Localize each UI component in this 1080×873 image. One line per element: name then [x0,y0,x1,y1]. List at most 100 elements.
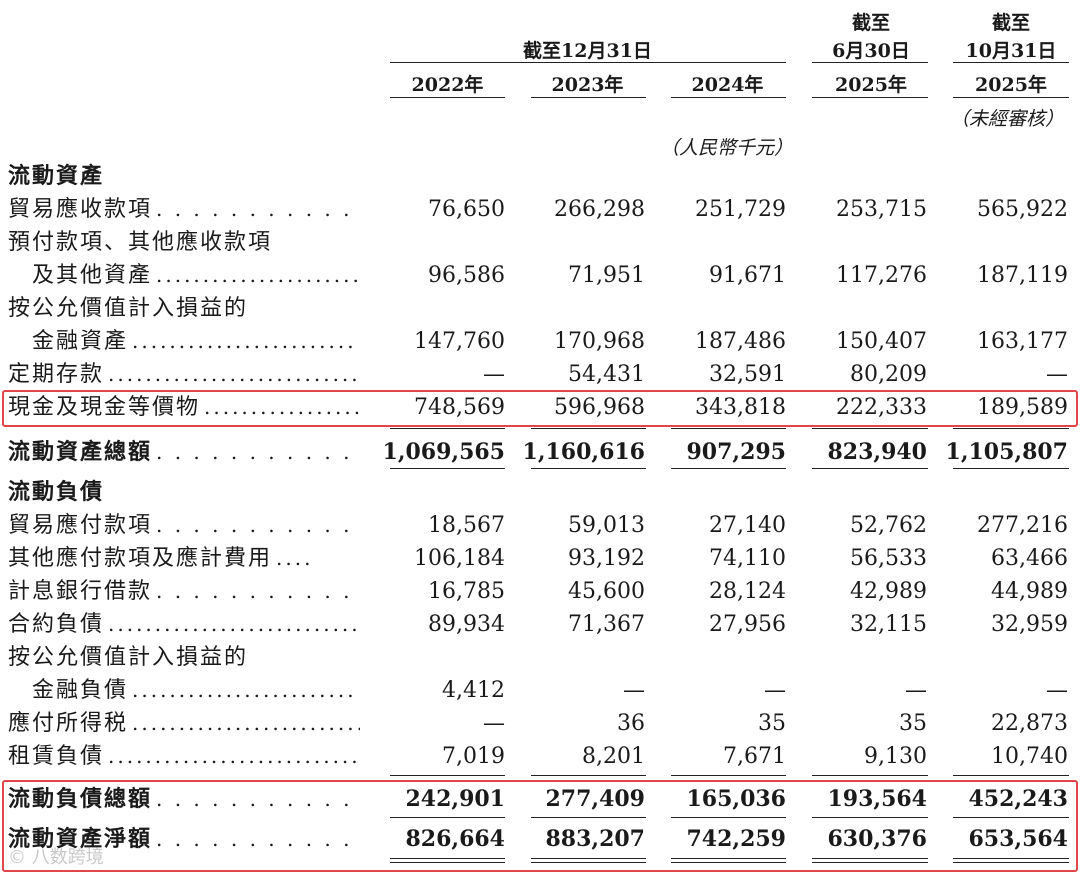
header-oct-line1: 截至 [991,12,1030,34]
column-rule [671,468,786,469]
value-cell: — [483,362,505,387]
row-label: 應付所得税 [8,711,129,736]
row-label: 貿易應付款項 [8,513,153,538]
value-cell: 147,760 [414,329,505,354]
column-rule [953,775,1069,776]
table-row: 定期存款................................ — 54,… [0,358,1080,391]
value-cell: — [764,678,786,703]
value-cell: 74,110 [709,546,786,571]
value-cell: 343,818 [695,395,786,420]
value-cell: 565,922 [977,197,1068,222]
value-cell: 277,409 [545,786,645,812]
value-cell: 7,671 [723,744,786,769]
value-cell: 96,586 [428,263,505,288]
dot-leader: . . . . . . . . . . . . . . [156,579,360,603]
table-row: 流動負債 [0,476,1080,509]
value-cell: 80,209 [850,362,927,387]
value-cell: 826,664 [405,826,505,852]
section-heading: 流動資產 [8,163,105,189]
value-cell: 117,276 [836,263,927,288]
table-row: 流動資產淨額. . . . . . . . . . . . . . . . 826… [0,823,1080,856]
table-row: 合約負債................................ 89,9… [0,608,1080,641]
table-row: 按公允價值計入損益的 [0,292,1080,325]
table-row: 流動資產總額. . . . . . . . . . . . . . . . 1,0… [0,436,1080,469]
value-cell: 187,119 [977,263,1068,288]
table-row: 貿易應收款項. . . . . . . . . . . . . . 76,650 2… [0,193,1080,226]
value-cell: 59,013 [568,513,645,538]
value-cell: — [1046,362,1068,387]
dot-leader: ........................ [132,329,357,353]
row-label: 其他應付款項及應計費用 [8,546,273,571]
value-cell: 32,959 [991,612,1068,637]
column-rule [671,858,786,859]
value-cell: — [623,678,645,703]
highlight-cash-row [2,390,1078,427]
table-row: 計息銀行借款. . . . . . . . . . . . . . 16,785 4… [0,575,1080,608]
column-rule [953,862,1069,863]
value-cell: 10,740 [991,744,1068,769]
header-year-2024: 2024年 [691,74,764,96]
header-jun-underline [812,62,928,63]
year-underline-2025-oct [953,97,1069,98]
header-year-2025-oct: 2025年 [975,74,1047,96]
value-cell: 71,367 [568,612,645,637]
value-cell: 16,785 [428,579,505,604]
value-cell: 193,564 [827,786,927,812]
value-cell: 653,564 [968,826,1068,852]
dot-leader: ........................ [156,263,360,287]
value-cell: 91,671 [709,263,786,288]
row-label: 租賃負債 [8,744,105,769]
value-cell: 1,160,616 [522,439,645,465]
column-rule [812,428,928,429]
column-rule [812,862,928,863]
column-rule [812,858,928,859]
dot-leader: ................................ [108,612,360,636]
value-cell: 748,569 [414,395,505,420]
value-cell: — [483,711,505,736]
dot-leader: ............................ [132,711,360,735]
row-label: 計息銀行借款 [8,579,153,604]
column-rule [953,468,1069,469]
value-cell: 54,431 [568,362,645,387]
header-oct-underline [953,62,1069,63]
header-year-2023: 2023年 [551,74,624,96]
year-underline-2025-jun [812,97,928,98]
row-label: 及其他資產 [32,263,153,288]
header-jun-line1: 截至 [851,12,890,34]
header-group-underline [390,62,786,63]
watermark: © 八数跨境 [8,847,104,868]
value-cell: 35 [899,711,927,736]
section-heading: 流動負債 [8,479,105,505]
value-cell: 170,968 [554,329,645,354]
dot-leader: ................................ [108,362,360,386]
header-year-2022: 2022年 [411,74,484,96]
dot-leader: .... [276,546,314,570]
column-rule [531,817,646,818]
value-cell: 596,968 [554,395,645,420]
table-row: 金融負債........................ 4,412 — — — — [0,674,1080,707]
unaudited-note: （未經審核） [950,108,1065,130]
column-rule [390,862,505,863]
value-cell: 35 [758,711,786,736]
value-cell: 27,140 [709,513,786,538]
column-rule [812,468,928,469]
column-rule [671,862,786,863]
column-rule [390,428,505,429]
dot-leader: . . . . . . . . . . . . . . . . [156,787,360,811]
row-label: 按公允價值計入損益的 [8,296,249,321]
row-label: 合約負債 [8,612,105,637]
table-row: 流動資產 [0,160,1080,193]
row-label: 按公允價值計入損益的 [8,645,249,670]
header-group-label: 截至12月31日 [523,40,652,62]
value-cell: 907,295 [686,439,786,465]
value-cell: 4,412 [442,678,505,703]
highlight-totals-rows [2,780,1078,872]
value-cell: 56,533 [850,546,927,571]
value-cell: 76,650 [428,197,505,222]
value-cell: 452,243 [968,786,1068,812]
row-label: 金融負債 [32,678,129,703]
row-label: 流動資產淨額 [8,826,153,852]
value-cell: 36 [617,711,645,736]
value-cell: 32,115 [850,612,927,637]
table-row: 現金及現金等價物........................ 748,569 5… [0,391,1080,424]
